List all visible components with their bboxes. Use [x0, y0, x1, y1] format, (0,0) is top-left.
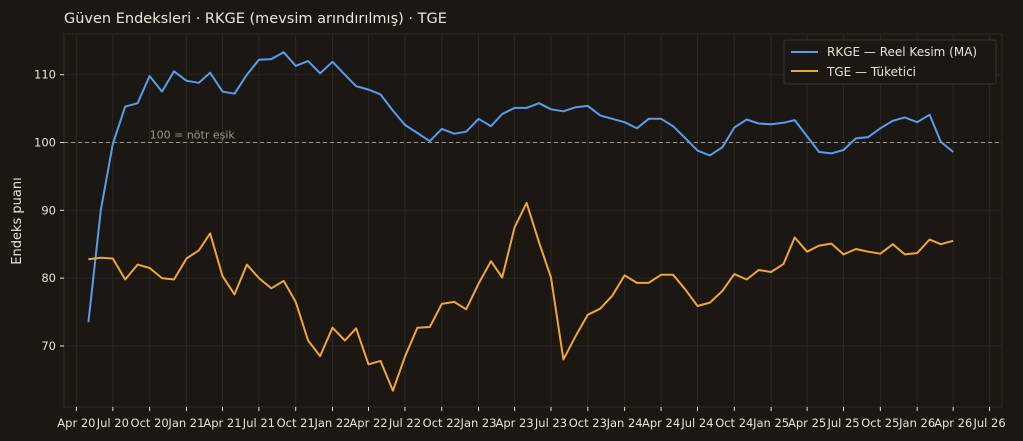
- x-tick-label: Oct 23: [569, 416, 607, 430]
- x-tick-label: Oct 24: [715, 416, 753, 430]
- plot-frame: [63, 33, 1003, 408]
- grid: [64, 34, 1002, 407]
- y-tick-label: 110: [34, 68, 56, 82]
- reference-line-label: 100 = nötr eşik: [150, 129, 236, 142]
- series-line-1: [88, 201, 954, 392]
- x-tick-label: Apr 26: [934, 416, 972, 430]
- legend-label-rkge: RKGE — Reel Kesim (MA): [827, 45, 977, 59]
- y-axis: 70 80 90 100 110: [34, 68, 64, 353]
- x-tick-label: Jul 25: [826, 416, 859, 430]
- x-tick-label: Apr 25: [788, 416, 826, 430]
- x-tick-label: Jan 23: [460, 416, 497, 430]
- x-tick-label: Jul 20: [96, 416, 129, 430]
- legend-box: [783, 39, 997, 85]
- x-tick-label: Jan 21: [167, 416, 204, 430]
- x-tick-label: Apr 24: [642, 416, 680, 430]
- x-tick-label: Jul 24: [680, 416, 713, 430]
- y-tick-label: 80: [41, 271, 56, 285]
- x-tick-label: Oct 22: [423, 416, 461, 430]
- y-axis-label: Endeks puanı: [10, 177, 25, 264]
- y-tick-label: 90: [41, 203, 56, 217]
- series-group: [87, 51, 954, 392]
- x-tick-label: Jan 22: [313, 416, 350, 430]
- x-tick-label: Jul 26: [973, 416, 1006, 430]
- y-tick-label: 100: [34, 136, 56, 150]
- x-tick-label: Apr 23: [495, 416, 533, 430]
- chart-title: Güven Endeksleri · RKGE (mevsim arındırı…: [64, 11, 447, 27]
- x-tick-label: Oct 20: [131, 416, 169, 430]
- x-tick-label: Jul 22: [388, 416, 421, 430]
- x-tick-label: Oct 21: [277, 416, 315, 430]
- x-tick-label: Jan 26: [898, 416, 935, 430]
- x-tick-label: Oct 25: [861, 416, 899, 430]
- reference-line-group: 100 = nötr eşik: [64, 129, 1002, 144]
- x-tick-label: Apr 20: [57, 416, 95, 430]
- y-tick-label: 70: [41, 339, 56, 353]
- legend-label-tge: TGE — Tüketici: [826, 65, 916, 79]
- x-tick-label: Jul 23: [534, 416, 567, 430]
- x-tick-label: Jan 25: [752, 416, 789, 430]
- series-line-0: [87, 51, 954, 323]
- x-tick-label: Jan 24: [606, 416, 643, 430]
- x-tick-label: Jul 21: [242, 416, 275, 430]
- x-tick-label: Apr 21: [203, 416, 241, 430]
- legend: RKGE — Reel Kesim (MA) TGE — Tüketici: [783, 39, 997, 85]
- x-tick-label: Apr 22: [349, 416, 387, 430]
